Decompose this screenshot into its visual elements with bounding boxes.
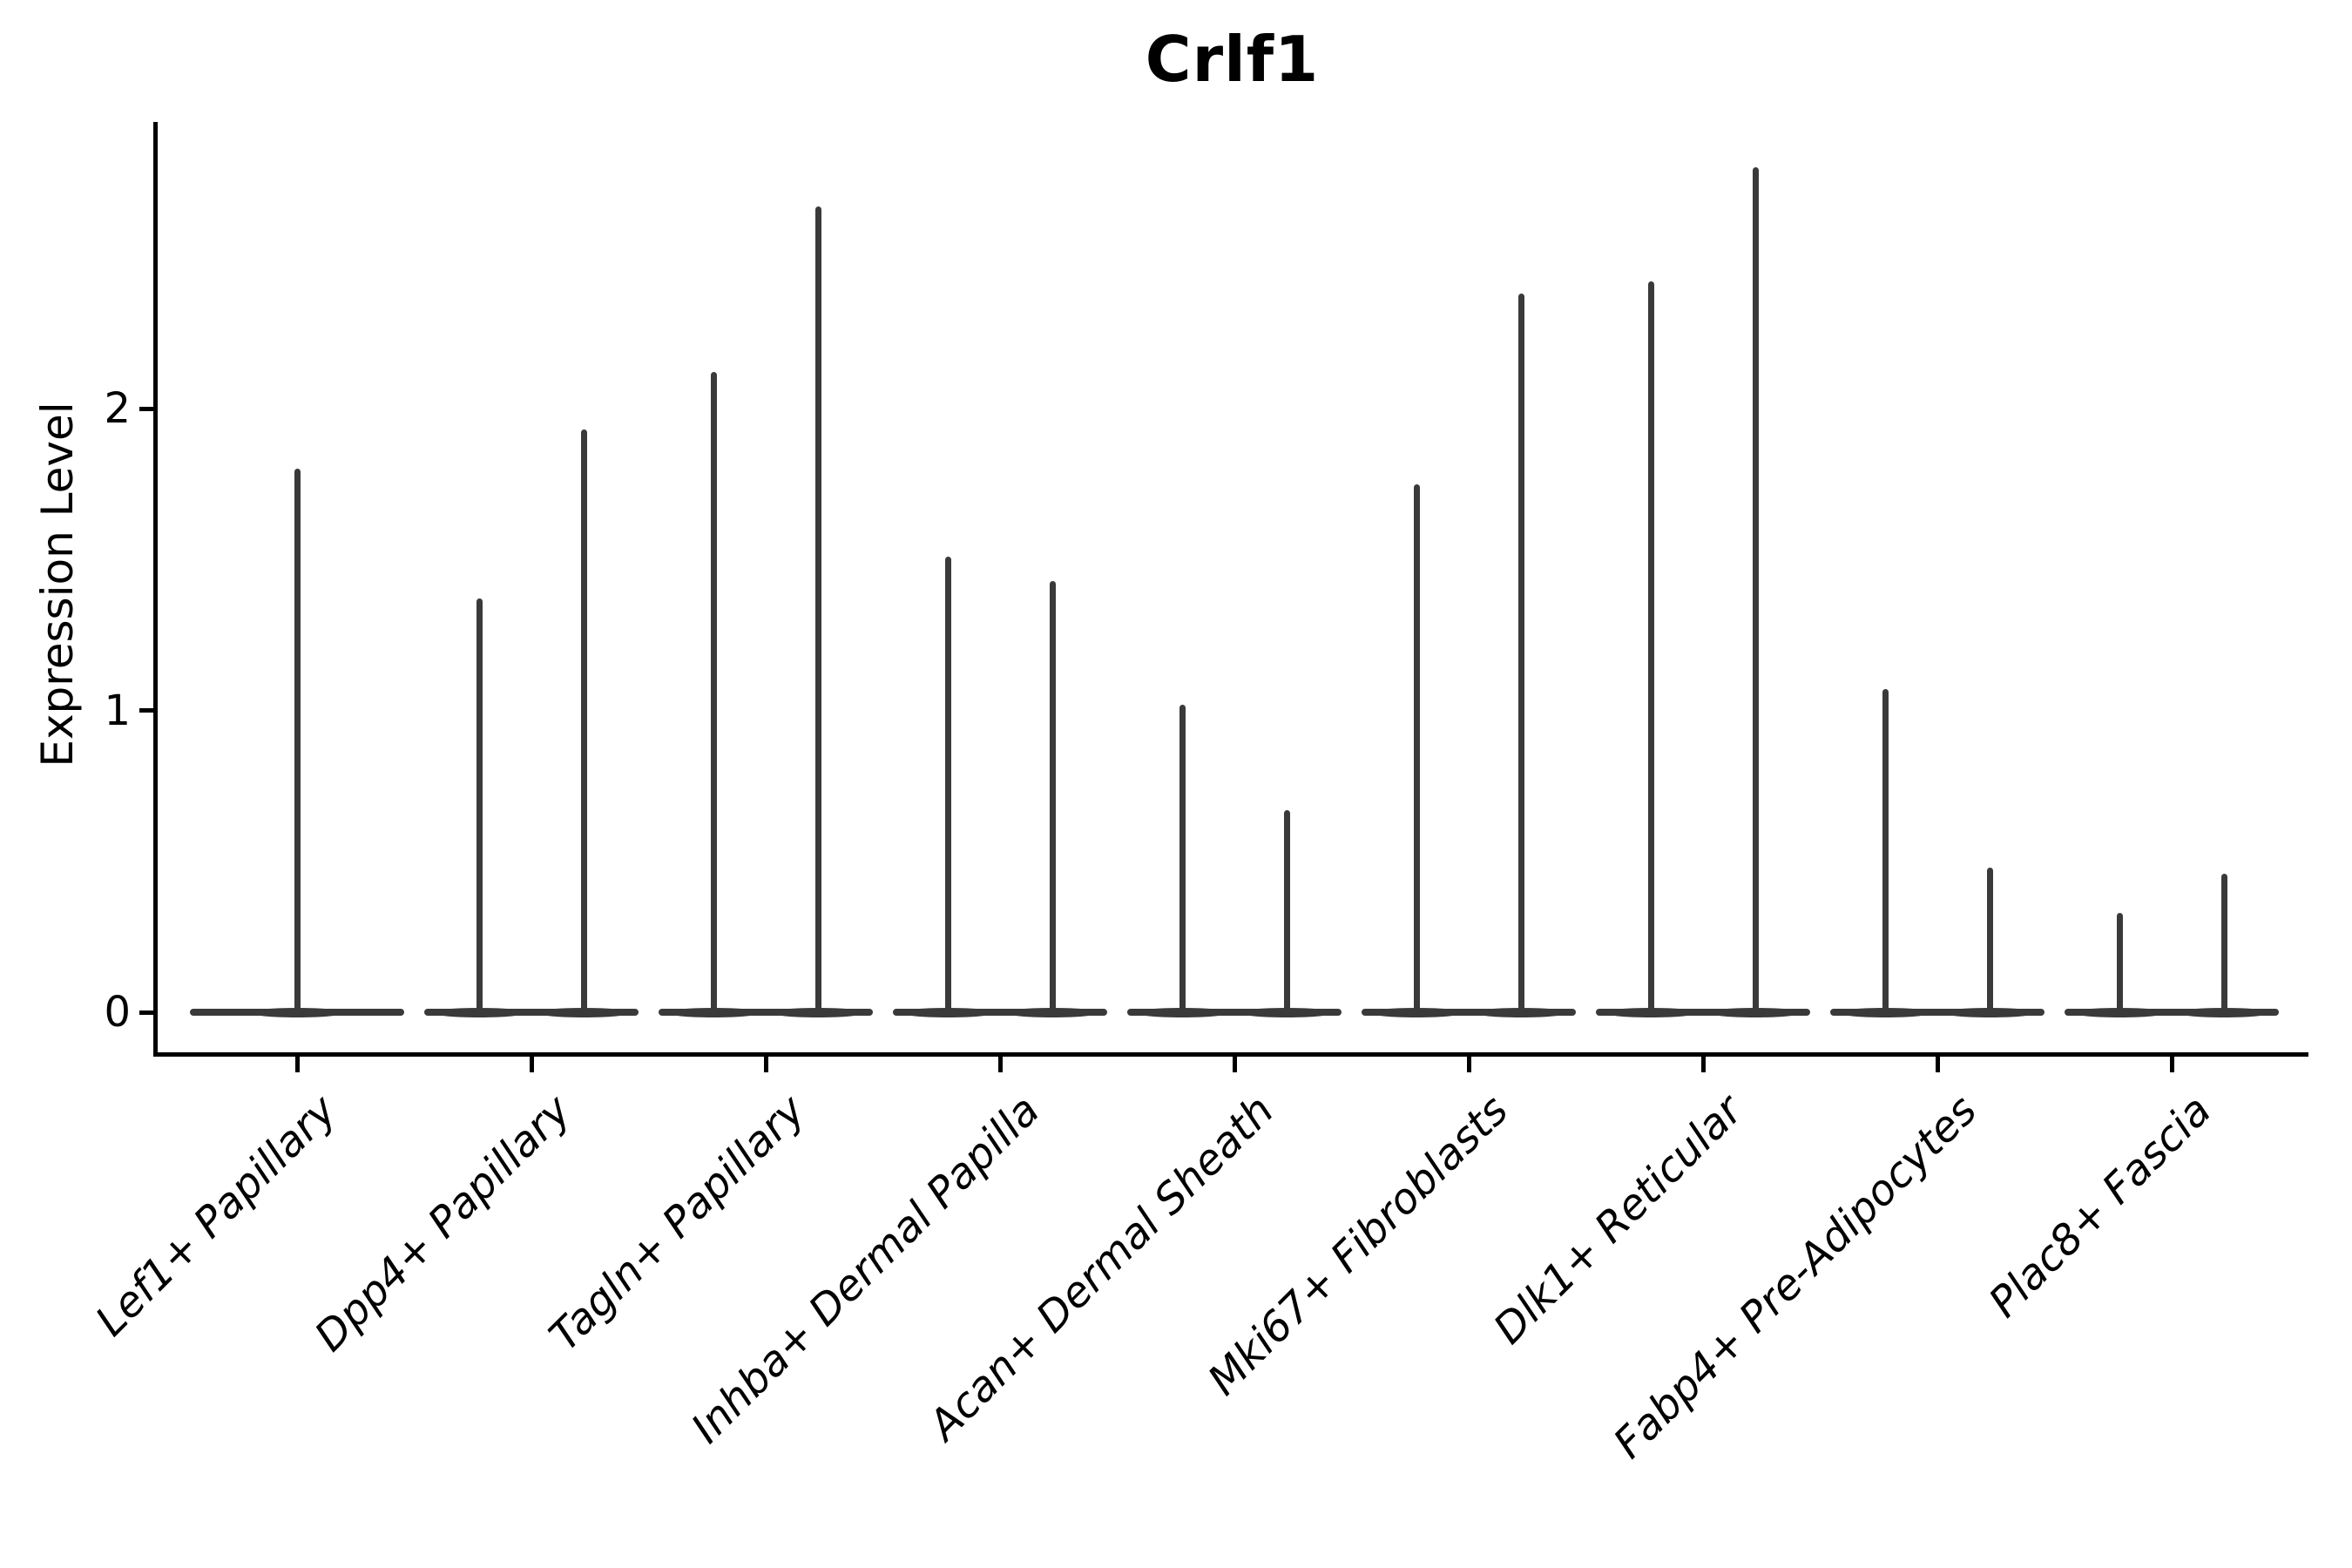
x-tick-label: Dlk1+ Reticular bbox=[1484, 1085, 1753, 1354]
violin-base bbox=[424, 1009, 639, 1016]
plot-title: Crlf1 bbox=[1145, 23, 1320, 96]
y-axis-spine bbox=[153, 122, 158, 1057]
violin-spike bbox=[814, 206, 821, 1016]
violin-bulge bbox=[1004, 1007, 1100, 1017]
x-axis-tick bbox=[1466, 1052, 1471, 1072]
x-tick-label: Acan+ Dermal Sheath bbox=[919, 1085, 1284, 1450]
y-axis-tick bbox=[139, 708, 153, 713]
violin-spike bbox=[476, 598, 483, 1016]
x-axis-tick bbox=[2169, 1052, 2174, 1072]
violin-spike bbox=[1752, 166, 1759, 1016]
violin-bulge bbox=[900, 1007, 996, 1017]
violin-bulge bbox=[1369, 1007, 1464, 1017]
violin-bulge bbox=[536, 1007, 632, 1017]
violin-bulge bbox=[1942, 1007, 2038, 1017]
y-tick-label: 2 bbox=[104, 384, 131, 433]
violin-bulge bbox=[666, 1007, 761, 1017]
y-tick-label: 0 bbox=[104, 988, 131, 1037]
violin-base bbox=[1362, 1009, 1576, 1016]
violin-bulge bbox=[2176, 1007, 2272, 1017]
violin-spike bbox=[710, 372, 717, 1016]
violin-base bbox=[1127, 1009, 1342, 1016]
violin-spike bbox=[1179, 704, 1186, 1016]
violin-spike bbox=[580, 429, 587, 1016]
x-tick-label: Plac8+ Fascia bbox=[1979, 1085, 2221, 1328]
y-tick-label: 1 bbox=[104, 686, 131, 735]
x-axis-tick bbox=[997, 1052, 1003, 1072]
violin-base bbox=[893, 1009, 1107, 1016]
violin-bulge bbox=[1134, 1007, 1230, 1017]
violin-spike bbox=[1517, 294, 1524, 1016]
y-axis-tick bbox=[139, 406, 153, 411]
x-axis-spine bbox=[153, 1052, 2308, 1057]
violin-spike bbox=[944, 556, 951, 1016]
violin-spike bbox=[1283, 809, 1290, 1016]
violin-bulge bbox=[1837, 1007, 1933, 1017]
violin-spike bbox=[1882, 689, 1889, 1016]
violin-bulge bbox=[1473, 1007, 1569, 1017]
violin-base bbox=[1596, 1009, 1810, 1016]
x-axis-tick bbox=[1935, 1052, 1940, 1072]
violin-bulge bbox=[249, 1007, 345, 1017]
x-axis-tick bbox=[1700, 1052, 1706, 1072]
violin-bulge bbox=[431, 1007, 527, 1017]
y-axis-tick bbox=[139, 1010, 153, 1015]
violin-base bbox=[1830, 1009, 2044, 1016]
x-tick-label: Dpp4+ Papillary bbox=[305, 1085, 581, 1362]
violin-bulge bbox=[2072, 1007, 2167, 1017]
violin-spike bbox=[1413, 483, 1420, 1016]
x-tick-label: Tagln+ Papillary bbox=[539, 1085, 815, 1361]
x-axis-tick bbox=[529, 1052, 534, 1072]
x-axis-tick bbox=[1232, 1052, 1237, 1072]
x-tick-label: Fabp4+ Pre-Adipocytes bbox=[1604, 1085, 1987, 1469]
violin-base bbox=[2065, 1009, 2279, 1016]
violin-bulge bbox=[770, 1007, 866, 1017]
violin-spike bbox=[2116, 912, 2123, 1016]
x-tick-label: Inhba+ Dermal Papilla bbox=[682, 1085, 1050, 1453]
violin-bulge bbox=[1239, 1007, 1335, 1017]
violin-base bbox=[659, 1009, 873, 1016]
violin-spike bbox=[2220, 873, 2227, 1016]
violin-spike bbox=[294, 469, 301, 1016]
violin-spike bbox=[1647, 281, 1654, 1016]
x-tick-label: Mki67+ Fibroblasts bbox=[1199, 1085, 1518, 1405]
x-axis-tick bbox=[763, 1052, 768, 1072]
violin-spike bbox=[1049, 580, 1056, 1016]
x-axis-tick bbox=[294, 1052, 300, 1072]
violin-bulge bbox=[1603, 1007, 1699, 1017]
violin-bulge bbox=[1707, 1007, 1803, 1017]
violin-spike bbox=[1986, 867, 1993, 1016]
